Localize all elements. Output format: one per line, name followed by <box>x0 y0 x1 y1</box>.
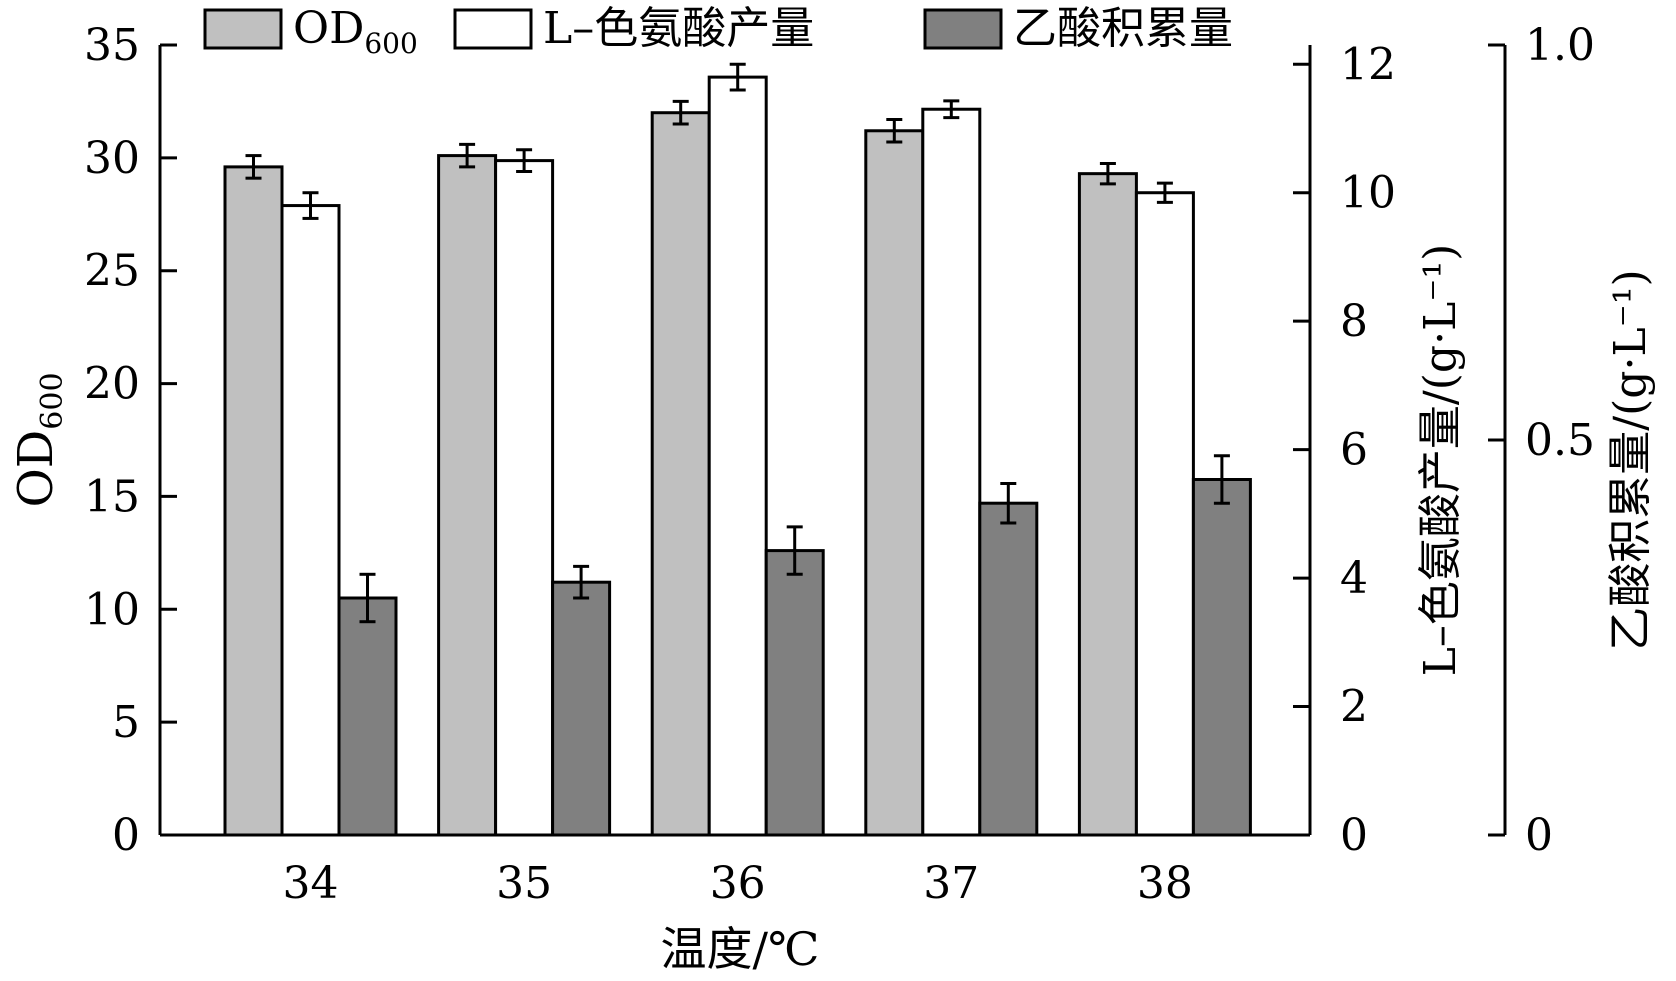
left-axis-tick-label: 5 <box>112 697 140 748</box>
right-axis-tick-label: 6 <box>1340 425 1368 476</box>
left-axis-tick-label: 0 <box>112 810 140 861</box>
x-axis-tick-label: 35 <box>496 858 552 909</box>
legend-label: L–色氨酸产量 <box>543 3 814 54</box>
second-right-axis-title: 乙酸积累量/(g·L⁻¹) <box>1605 269 1656 650</box>
bar-tryptophan <box>280 204 341 837</box>
right-axis-tick-label: 2 <box>1340 682 1368 733</box>
left-axis-tick-label: 35 <box>84 20 140 71</box>
x-axis-tick-label: 34 <box>283 858 339 909</box>
bar-od600 <box>1077 172 1138 837</box>
left-axis-tick-label: 30 <box>84 133 140 184</box>
bar-od600 <box>864 129 925 837</box>
left-axis-tick-label: 10 <box>84 584 140 635</box>
left-axis-title-subscript: 600 <box>35 372 70 429</box>
second-right-axis-tick-label: 0 <box>1525 810 1553 861</box>
legend-swatch <box>203 8 283 50</box>
left-axis-tick-label: 20 <box>84 359 140 410</box>
left-axis-title: OD600 <box>8 372 70 507</box>
right-axis-tick-label: 4 <box>1340 553 1368 604</box>
right-axis-title: L–色氨酸产量/(g·L⁻¹) <box>1415 244 1466 677</box>
bar-tryptophan <box>707 75 768 837</box>
legend-label: OD600 <box>293 3 418 60</box>
bar-acetic-acid <box>551 580 612 837</box>
left-axis-tick-label: 25 <box>84 246 140 297</box>
bar-tryptophan <box>1134 191 1195 837</box>
bar-acetic-acid <box>764 549 825 837</box>
bar-od600 <box>650 111 711 837</box>
left-axis-tick-label: 15 <box>84 471 140 522</box>
x-axis-tick-label: 38 <box>1137 858 1193 909</box>
bar-tryptophan <box>921 107 982 837</box>
x-axis-tick-label: 37 <box>923 858 979 909</box>
bar-od600 <box>437 154 498 837</box>
bar-od600 <box>223 165 284 837</box>
bar-tryptophan <box>494 159 555 837</box>
legend-swatch <box>453 8 533 50</box>
right-axis-tick-label: 12 <box>1340 39 1396 90</box>
bar-acetic-acid <box>978 501 1039 837</box>
legend-swatch <box>923 8 1003 50</box>
x-axis-title: 温度/℃ <box>661 922 820 976</box>
x-axis-tick-label: 36 <box>710 858 766 909</box>
second-right-axis-tick-label: 0.5 <box>1525 415 1595 466</box>
bar-acetic-acid <box>1191 478 1252 837</box>
second-right-axis-tick-label: 1.0 <box>1525 20 1595 71</box>
right-axis-tick-label: 8 <box>1340 296 1368 347</box>
legend-label: 乙酸积累量 <box>1013 3 1233 54</box>
right-axis-tick-label: 0 <box>1340 810 1368 861</box>
right-axis-tick-label: 10 <box>1340 168 1396 219</box>
legend-label-subscript: 600 <box>364 27 417 60</box>
bar-acetic-acid <box>337 596 398 837</box>
